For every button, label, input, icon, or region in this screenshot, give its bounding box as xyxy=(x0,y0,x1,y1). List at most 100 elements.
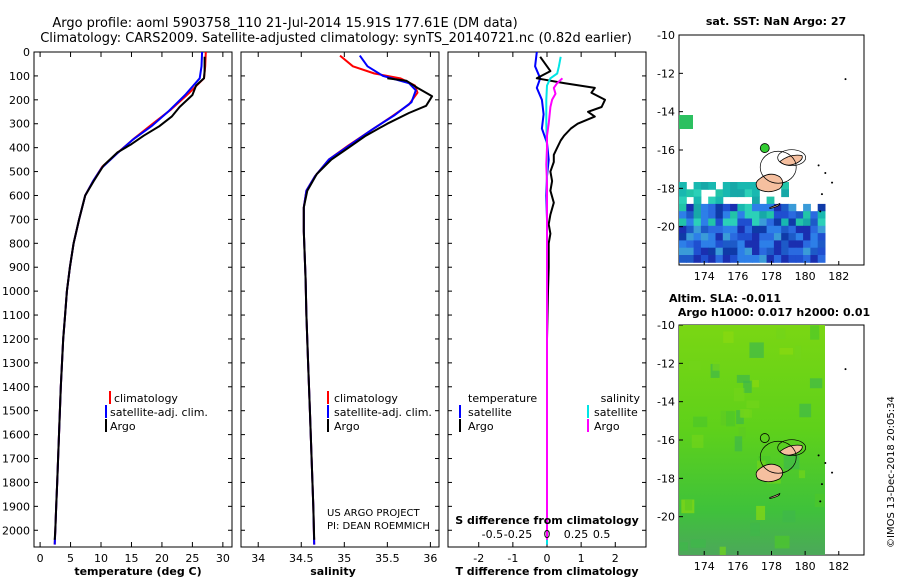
x-tick-label: 20 xyxy=(155,552,169,565)
x-tick-label: 0 xyxy=(37,552,44,565)
sst-cell xyxy=(693,247,702,256)
salinity-axes-frame xyxy=(240,51,440,548)
x-tick-label: 34.5 xyxy=(289,552,314,565)
sst-cell xyxy=(700,218,709,227)
sla-patch xyxy=(739,408,750,418)
sla-patch xyxy=(776,328,786,340)
sst-cell xyxy=(679,115,693,129)
sst-cell xyxy=(773,218,782,227)
sst-cell xyxy=(759,225,768,234)
islet xyxy=(831,471,834,474)
sst-cell xyxy=(679,211,687,219)
sst-cell xyxy=(700,247,709,256)
sst-cell xyxy=(773,240,782,249)
legend-s-argo-label: Argo xyxy=(594,420,620,433)
depth-tick-label: 300 xyxy=(9,118,30,131)
sst-cell xyxy=(810,211,819,219)
sst-cell xyxy=(773,255,782,263)
contour xyxy=(759,440,797,474)
sst-cell xyxy=(781,203,789,212)
series-line-argo xyxy=(302,77,434,540)
sla-patch xyxy=(752,380,759,388)
difference-x-ticks: -2 -1 0 1 2 xyxy=(473,52,619,565)
sst-cell xyxy=(730,211,738,219)
s-tick-label: 0 xyxy=(544,528,551,541)
sst-cell xyxy=(693,218,702,227)
salinity-y-ticks xyxy=(241,51,439,531)
sst-cell xyxy=(781,218,789,227)
sst-cell xyxy=(810,225,819,234)
map-y-tick-label: -14 xyxy=(657,396,675,409)
sst-cell xyxy=(679,247,687,256)
sst-cell xyxy=(708,247,716,256)
sst-cell xyxy=(715,247,724,256)
map-y-tick-label: -16 xyxy=(657,144,675,157)
sla-patch xyxy=(743,380,752,393)
sla-patch xyxy=(723,331,734,343)
sst-cell xyxy=(817,211,826,219)
sst-cell xyxy=(803,211,811,219)
sst-cell xyxy=(730,218,738,227)
map-y-tick-label: -18 xyxy=(657,182,675,195)
series-line-s-argo xyxy=(545,77,564,540)
s-difference-ticks: -0.5 -0.25 0 0.25 0.5 xyxy=(482,528,611,541)
sal-legend-satellite-label: satellite-adj. clim. xyxy=(334,406,432,419)
sla-map-subtitle: Argo h1000: 0.017 h2000: 0.01 xyxy=(678,306,870,319)
sst-cell xyxy=(766,255,775,263)
map-y-tick-label: -16 xyxy=(657,434,675,447)
sst-cell xyxy=(693,189,702,198)
sst-cell xyxy=(708,233,716,241)
island-viti-levu xyxy=(755,173,784,193)
legend-t-satellite-label: satellite xyxy=(468,406,512,419)
salinity-legend: climatology satellite-adj. clim. Argo xyxy=(327,391,432,433)
t-difference-x-label: T difference from climatology xyxy=(455,565,638,578)
sla-patch xyxy=(795,345,802,360)
contour xyxy=(759,150,797,184)
sst-cell xyxy=(817,255,826,263)
depth-tick-label: 400 xyxy=(9,142,30,155)
islet xyxy=(824,462,827,464)
sst-cell xyxy=(810,247,819,256)
sst-cell xyxy=(752,196,760,205)
islet xyxy=(820,483,823,486)
x-tick-label: 15 xyxy=(124,552,138,565)
sst-cell xyxy=(715,196,724,205)
depth-tick-label: 200 xyxy=(9,94,30,107)
sst-cell xyxy=(795,240,804,249)
depth-tick-label: 1200 xyxy=(2,333,30,346)
s-tick-label: -0.25 xyxy=(504,528,532,541)
sst-cell xyxy=(679,225,687,234)
islet xyxy=(820,193,823,196)
depth-tick-label: 1500 xyxy=(2,405,30,418)
sst-cell xyxy=(730,233,738,241)
sst-cell xyxy=(693,240,702,249)
sla-patch xyxy=(733,388,745,402)
sst-cell xyxy=(817,247,826,256)
sst-cell xyxy=(708,255,716,263)
sst-cell xyxy=(686,225,695,234)
sla-patch xyxy=(783,454,800,470)
sst-cell xyxy=(737,233,746,241)
sst-cell xyxy=(722,247,731,256)
sst-cell xyxy=(795,218,804,227)
sst-ticks: 174 176 178 180 182 -10 -12 -14 -16 -18 -20 xyxy=(657,29,849,283)
map-y-tick-label: -10 xyxy=(657,319,675,332)
credit-pi: PI: DEAN ROEMMICH xyxy=(327,521,430,532)
map-y-tick-label: -20 xyxy=(657,221,675,234)
sst-cell xyxy=(773,225,782,234)
sst-cell xyxy=(715,211,724,219)
map-x-tick-label: 178 xyxy=(761,560,782,573)
sst-cell xyxy=(715,203,724,212)
sst-cell xyxy=(744,182,753,190)
sla-patch xyxy=(758,456,771,463)
depth-tick-label: 1400 xyxy=(2,381,30,394)
sst-cell xyxy=(679,218,687,227)
sst-cell xyxy=(679,240,687,249)
sst-cell xyxy=(722,203,731,212)
sst-cell xyxy=(773,211,782,219)
sst-cell xyxy=(752,225,760,234)
sla-map: Altim. SLA: -0.011 Argo h1000: 0.017 h20… xyxy=(657,292,870,573)
sst-cell xyxy=(693,196,702,205)
sla-patch xyxy=(710,363,720,378)
sst-cell xyxy=(781,189,789,198)
